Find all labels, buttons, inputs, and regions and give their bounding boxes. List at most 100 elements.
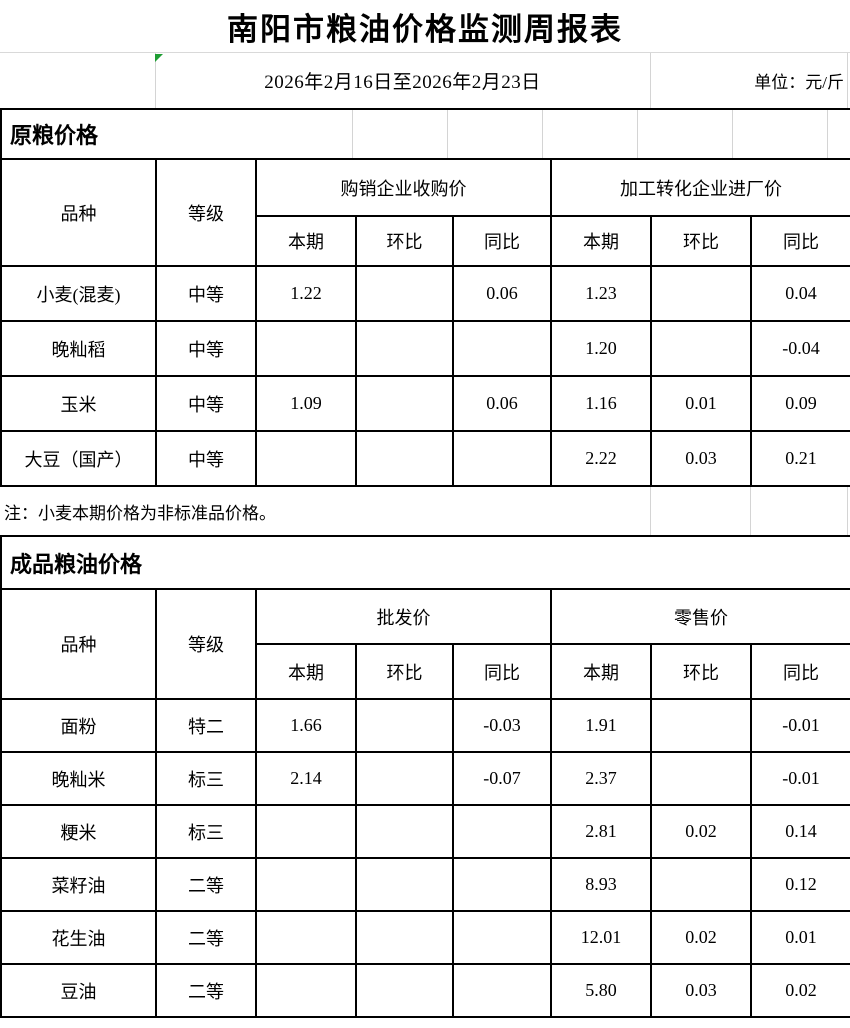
purchase-price-group-header[interactable]: 购销企业收购价 bbox=[255, 158, 552, 217]
yoy-header[interactable]: 同比 bbox=[452, 643, 552, 700]
value-cell[interactable] bbox=[355, 910, 454, 965]
note-row[interactable]: 注：小麦本期价格为非标准品价格。 bbox=[0, 487, 850, 535]
yoy-header[interactable]: 同比 bbox=[749, 643, 850, 700]
mom-header[interactable]: 环比 bbox=[650, 215, 752, 267]
value-cell[interactable]: 8.93 bbox=[550, 857, 652, 912]
grade-cell[interactable]: 二等 bbox=[155, 910, 257, 965]
grade-cell[interactable]: 标三 bbox=[155, 804, 257, 859]
value-cell[interactable] bbox=[650, 751, 752, 806]
variety-cell[interactable]: 大豆（国产） bbox=[0, 430, 157, 487]
value-cell[interactable] bbox=[255, 910, 357, 965]
yoy-header[interactable]: 同比 bbox=[749, 215, 850, 267]
value-cell[interactable]: 2.81 bbox=[550, 804, 652, 859]
variety-header[interactable]: 品种 bbox=[0, 588, 157, 700]
value-cell[interactable] bbox=[355, 751, 454, 806]
grade-cell[interactable]: 中等 bbox=[155, 320, 257, 377]
value-cell[interactable]: 0.09 bbox=[749, 375, 850, 432]
grade-cell[interactable]: 中等 bbox=[155, 430, 257, 487]
variety-cell[interactable]: 小麦(混麦) bbox=[0, 265, 157, 322]
value-cell[interactable]: -0.01 bbox=[749, 698, 850, 753]
value-cell[interactable]: 12.01 bbox=[550, 910, 652, 965]
value-cell[interactable]: 0.03 bbox=[650, 430, 752, 487]
grade-cell[interactable]: 二等 bbox=[155, 963, 257, 1018]
value-cell[interactable]: 5.80 bbox=[550, 963, 652, 1018]
grade-cell[interactable]: 标三 bbox=[155, 751, 257, 806]
current-period-header[interactable]: 本期 bbox=[255, 215, 357, 267]
variety-cell[interactable]: 晚籼稻 bbox=[0, 320, 157, 377]
variety-cell[interactable]: 豆油 bbox=[0, 963, 157, 1018]
value-cell[interactable] bbox=[452, 910, 552, 965]
value-cell[interactable]: 0.02 bbox=[650, 910, 752, 965]
value-cell[interactable]: 0.21 bbox=[749, 430, 850, 487]
retail-price-group-header[interactable]: 零售价 bbox=[549, 588, 850, 645]
variety-cell[interactable]: 粳米 bbox=[0, 804, 157, 859]
yoy-header[interactable]: 同比 bbox=[452, 215, 552, 267]
value-cell[interactable]: 1.22 bbox=[255, 265, 357, 322]
grade-header[interactable]: 等级 bbox=[155, 588, 257, 700]
variety-cell[interactable]: 晚籼米 bbox=[0, 751, 157, 806]
value-cell[interactable] bbox=[355, 804, 454, 859]
value-cell[interactable]: 1.23 bbox=[550, 265, 652, 322]
value-cell[interactable] bbox=[355, 857, 454, 912]
value-cell[interactable]: 0.06 bbox=[452, 265, 552, 322]
mom-header[interactable]: 环比 bbox=[355, 643, 454, 700]
section-title-cell[interactable]: 原粮价格 bbox=[0, 108, 850, 160]
value-cell[interactable] bbox=[355, 265, 454, 322]
value-cell[interactable]: -0.07 bbox=[452, 751, 552, 806]
mom-header[interactable]: 环比 bbox=[355, 215, 454, 267]
value-cell[interactable] bbox=[355, 375, 454, 432]
value-cell[interactable] bbox=[452, 963, 552, 1018]
value-cell[interactable] bbox=[355, 698, 454, 753]
value-cell[interactable] bbox=[452, 857, 552, 912]
value-cell[interactable]: 1.16 bbox=[550, 375, 652, 432]
grade-cell[interactable]: 二等 bbox=[155, 857, 257, 912]
value-cell[interactable] bbox=[255, 804, 357, 859]
grade-cell[interactable]: 中等 bbox=[155, 265, 257, 322]
value-cell[interactable]: -0.04 bbox=[749, 320, 850, 377]
value-cell[interactable]: 0.14 bbox=[749, 804, 850, 859]
value-cell[interactable]: 0.01 bbox=[749, 910, 850, 965]
value-cell[interactable] bbox=[452, 804, 552, 859]
value-cell[interactable]: -0.03 bbox=[452, 698, 552, 753]
value-cell[interactable]: 0.02 bbox=[650, 804, 752, 859]
current-period-header[interactable]: 本期 bbox=[255, 643, 357, 700]
value-cell[interactable] bbox=[650, 698, 752, 753]
value-cell[interactable] bbox=[650, 265, 752, 322]
value-cell[interactable]: 1.66 bbox=[255, 698, 357, 753]
date-row[interactable]: 2026年2月16日至2026年2月23日 单位：元/斤 bbox=[0, 53, 850, 108]
value-cell[interactable] bbox=[255, 857, 357, 912]
value-cell[interactable] bbox=[650, 320, 752, 377]
variety-cell[interactable]: 玉米 bbox=[0, 375, 157, 432]
factory-price-group-header[interactable]: 加工转化企业进厂价 bbox=[549, 158, 850, 217]
current-period-header[interactable]: 本期 bbox=[550, 643, 652, 700]
value-cell[interactable] bbox=[255, 320, 357, 377]
value-cell[interactable]: 1.20 bbox=[550, 320, 652, 377]
value-cell[interactable] bbox=[355, 963, 454, 1018]
value-cell[interactable] bbox=[355, 430, 454, 487]
value-cell[interactable]: 1.09 bbox=[255, 375, 357, 432]
value-cell[interactable]: 1.91 bbox=[550, 698, 652, 753]
grade-cell[interactable]: 中等 bbox=[155, 375, 257, 432]
value-cell[interactable] bbox=[452, 320, 552, 377]
value-cell[interactable]: 0.12 bbox=[749, 857, 850, 912]
title-cell[interactable]: 南阳市粮油价格监测周报表 bbox=[0, 0, 850, 53]
value-cell[interactable] bbox=[650, 857, 752, 912]
value-cell[interactable] bbox=[452, 430, 552, 487]
current-period-header[interactable]: 本期 bbox=[550, 215, 652, 267]
value-cell[interactable]: -0.01 bbox=[749, 751, 850, 806]
variety-cell[interactable]: 菜籽油 bbox=[0, 857, 157, 912]
grade-cell[interactable]: 特二 bbox=[155, 698, 257, 753]
variety-header[interactable]: 品种 bbox=[0, 158, 157, 267]
mom-header[interactable]: 环比 bbox=[650, 643, 752, 700]
value-cell[interactable]: 0.01 bbox=[650, 375, 752, 432]
value-cell[interactable]: 2.22 bbox=[550, 430, 652, 487]
grade-header[interactable]: 等级 bbox=[155, 158, 257, 267]
value-cell[interactable]: 0.03 bbox=[650, 963, 752, 1018]
value-cell[interactable] bbox=[355, 320, 454, 377]
wholesale-price-group-header[interactable]: 批发价 bbox=[255, 588, 552, 645]
value-cell[interactable]: 0.02 bbox=[749, 963, 850, 1018]
value-cell[interactable]: 0.04 bbox=[749, 265, 850, 322]
section-title-cell[interactable]: 成品粮油价格 bbox=[0, 535, 850, 590]
value-cell[interactable]: 2.14 bbox=[255, 751, 357, 806]
value-cell[interactable]: 0.06 bbox=[452, 375, 552, 432]
